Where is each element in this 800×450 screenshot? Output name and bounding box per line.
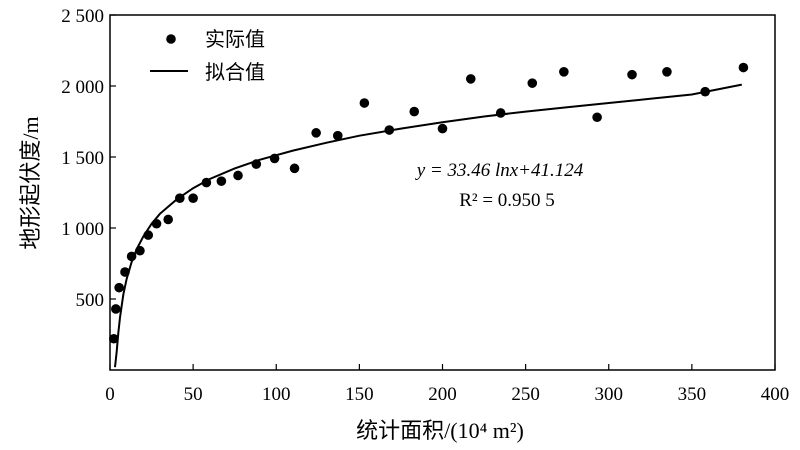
scatter-point (627, 69, 637, 80)
scatter-point (109, 333, 119, 344)
r-squared-annotation: R² = 0.950 5 (459, 190, 555, 211)
x-axis-ticks: 0 50 100 150 200 250 300 350 400 (105, 364, 789, 405)
scatter-point (384, 125, 395, 135)
x-tick-label: 100 (262, 384, 291, 405)
scatter-point (114, 282, 124, 293)
scatter-point (527, 78, 538, 88)
scatter-point (233, 170, 243, 181)
scatter-point (175, 193, 185, 203)
scatter-point (143, 230, 154, 240)
scatter-point (188, 193, 198, 203)
scatter-point (120, 267, 130, 277)
fit-line-group (114, 83, 742, 368)
x-tick-label: 200 (428, 384, 457, 405)
scatter-point (700, 86, 710, 97)
scatter-point (126, 251, 137, 262)
x-tick-label: 250 (511, 384, 540, 405)
legend-label-actual: 实际值 (205, 28, 265, 51)
scatter-point (269, 153, 280, 164)
y-axis-title: 地形起伏度/m (18, 116, 43, 249)
scatter-point (163, 214, 173, 225)
scatter-point (135, 245, 145, 256)
scatter-point (311, 128, 321, 138)
x-tick-label: 350 (678, 384, 707, 405)
scatter-point (592, 112, 602, 123)
y-tick-label: 500 (76, 290, 105, 311)
x-tick-label: 400 (761, 384, 790, 405)
scatter-point (111, 304, 121, 314)
scatter-point (332, 130, 343, 141)
y-axis-ticks: 500 1 000 1 500 2 000 2 500 (61, 6, 116, 311)
scatter-point (251, 159, 262, 169)
y-tick-label: 1 000 (61, 219, 104, 240)
equation-annotation: y = 33.46 lnx+41.124 (415, 160, 584, 181)
x-tick-label: 50 (184, 384, 203, 405)
scatter-point (559, 67, 569, 77)
legend: 实际值 拟合值 (150, 28, 265, 84)
legend-dot-marker (166, 34, 176, 44)
x-tick-label: 0 (105, 384, 115, 405)
scatter-point (289, 163, 300, 174)
x-tick-label: 150 (345, 384, 374, 405)
scatter-point (151, 218, 162, 229)
x-tick-label: 300 (595, 384, 624, 405)
y-tick-label: 2 500 (61, 6, 104, 27)
scatter-points-group (109, 62, 749, 344)
scatter-point (201, 177, 212, 188)
y-tick-label: 1 500 (61, 148, 104, 169)
y-tick-label: 2 000 (61, 77, 104, 98)
legend-label-fit: 拟合值 (205, 61, 265, 84)
x-axis-title: 统计面积/(10⁴ m²) (356, 418, 524, 443)
scatter-point (662, 67, 672, 77)
scatter-point (495, 108, 506, 118)
scatter-point (359, 98, 370, 108)
scatter-point (409, 106, 420, 117)
scatter-point (216, 176, 227, 186)
scatter-point (465, 74, 476, 84)
scatter-point (437, 123, 448, 134)
scatter-point (738, 62, 749, 73)
fit-line (114, 83, 742, 368)
